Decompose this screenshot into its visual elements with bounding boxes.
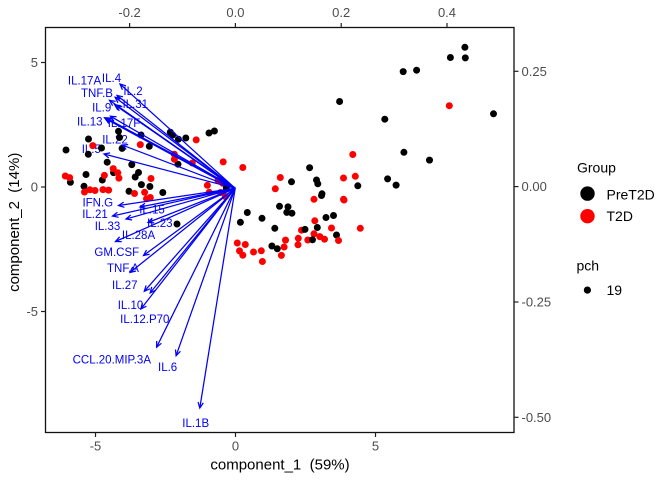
svg-text:IFN.G: IFN.G xyxy=(82,197,113,209)
svg-text:Group: Group xyxy=(577,159,616,175)
svg-text:IL.6: IL.6 xyxy=(158,362,177,374)
svg-text:0.4: 0.4 xyxy=(438,5,456,20)
svg-text:IL.27: IL.27 xyxy=(112,280,138,292)
svg-text:CCL.20.MIP.3A: CCL.20.MIP.3A xyxy=(73,355,152,367)
svg-text:TNF.B: TNF.B xyxy=(81,88,113,100)
svg-text:IL.21: IL.21 xyxy=(82,209,108,221)
svg-text:19: 19 xyxy=(607,282,623,298)
svg-text:0: 0 xyxy=(232,439,239,454)
svg-text:-0.25: -0.25 xyxy=(522,295,552,310)
svg-text:0.0: 0.0 xyxy=(226,5,244,20)
svg-text:IL.17A: IL.17A xyxy=(68,76,102,88)
svg-text:T2D: T2D xyxy=(607,208,633,224)
svg-text:component_1 (59%): component_1 (59%) xyxy=(210,457,349,474)
svg-text:-0.50: -0.50 xyxy=(522,410,552,425)
svg-text:IL.4: IL.4 xyxy=(102,73,122,85)
svg-text:-5: -5 xyxy=(26,304,38,319)
svg-text:0.00: 0.00 xyxy=(522,179,547,194)
svg-text:pch: pch xyxy=(577,257,600,273)
svg-text:-0.2: -0.2 xyxy=(118,5,140,20)
svg-text:0.2: 0.2 xyxy=(332,5,350,20)
svg-text:IL.12.P70: IL.12.P70 xyxy=(120,314,169,326)
svg-text:IL.28A: IL.28A xyxy=(122,230,156,242)
svg-text:5: 5 xyxy=(372,439,379,454)
svg-text:IL.2: IL.2 xyxy=(123,86,142,98)
svg-text:-5: -5 xyxy=(90,439,102,454)
svg-text:component_2 (14%): component_2 (14%) xyxy=(6,153,23,292)
svg-text:0.25: 0.25 xyxy=(522,64,547,79)
svg-text:GM.CSF: GM.CSF xyxy=(94,247,139,259)
svg-text:IL.1B: IL.1B xyxy=(182,418,209,430)
svg-text:IL.13: IL.13 xyxy=(77,117,103,129)
svg-text:IL.33: IL.33 xyxy=(95,221,121,233)
svg-text:PreT2D: PreT2D xyxy=(607,186,655,202)
svg-text:5: 5 xyxy=(31,55,38,70)
svg-text:IL.10: IL.10 xyxy=(118,300,144,312)
svg-text:0: 0 xyxy=(31,180,38,195)
svg-text:IL.9: IL.9 xyxy=(92,103,111,115)
